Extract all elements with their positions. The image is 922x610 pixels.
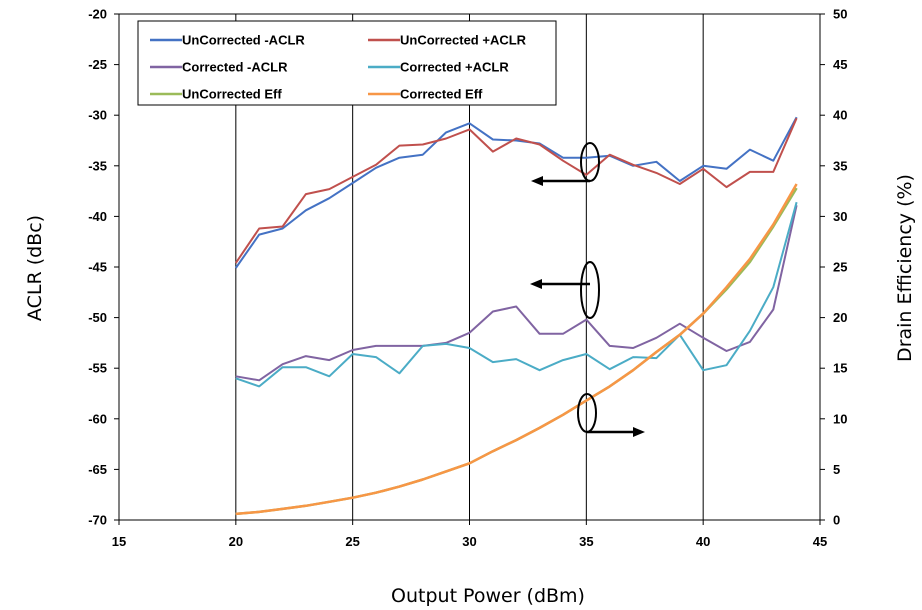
y2-tick-label: 50: [833, 7, 847, 22]
x-axis-title: Output Power (dBm): [391, 585, 585, 607]
x-tick-label: 20: [229, 534, 243, 549]
x-tick-label: 35: [579, 534, 593, 549]
y-axis-left-title: ACLR (dBc): [24, 215, 46, 321]
series-lines: [234, 116, 798, 516]
y2-tick-label: 45: [833, 57, 847, 72]
y-axis-right-title: Drain Efficiency (%): [894, 174, 916, 362]
x-tick-label: 45: [813, 534, 827, 549]
legend-label-corrected-eff: Corrected Eff: [400, 87, 483, 102]
y-tick-label: -40: [88, 209, 107, 224]
legend-label-uncorrected-eff: UnCorrected Eff: [182, 87, 282, 102]
y-axis-left-ticks: -20 -25 -30 -35 -40 -45 -50 -55 -60 -65 -70: [88, 7, 119, 528]
y2-tick-label: 5: [833, 462, 840, 477]
x-axis-ticks: 15 20 25 30 35 40 45: [112, 520, 827, 549]
y2-tick-label: 25: [833, 260, 847, 275]
y-tick-label: -45: [88, 260, 107, 275]
y2-tick-label: 30: [833, 209, 847, 224]
y2-tick-label: 15: [833, 361, 847, 376]
y-tick-label: -20: [88, 7, 107, 22]
annotation-arrowhead-left-upper: [531, 176, 543, 186]
legend-label-corrected-aclr: Corrected -ACLR: [182, 60, 288, 75]
legend-label-uncorrected-aclr: UnCorrected +ACLR: [400, 33, 527, 48]
y2-tick-label: 0: [833, 513, 840, 528]
series-line-uncorrected-aclr: [234, 116, 798, 269]
legend-box: [137, 20, 557, 106]
y-tick-label: -25: [88, 57, 107, 72]
annotation-arrowhead-left-lower: [530, 279, 542, 289]
y2-tick-label: 20: [833, 310, 847, 325]
x-tick-label: 40: [696, 534, 710, 549]
series-line-corrected-eff: [235, 183, 798, 516]
annotations: [530, 142, 645, 437]
legend: UnCorrected -ACLR UnCorrected +ACLR Correc…: [137, 20, 557, 106]
series-line-uncorrected-aclr: [234, 117, 798, 264]
y-tick-label: -35: [88, 158, 107, 173]
legend-items: UnCorrected -ACLR UnCorrected +ACLR Correc…: [150, 33, 527, 102]
series-line-corrected-aclr: [235, 205, 798, 382]
y-tick-label: -65: [88, 462, 107, 477]
y2-tick-label: 10: [833, 411, 847, 426]
annotation-arrowhead-right: [633, 427, 645, 437]
x-tick-label: 25: [345, 534, 359, 549]
y2-tick-label: 35: [833, 158, 847, 173]
annotation-ellipse-corrected: [580, 261, 600, 319]
x-tick-label: 30: [462, 534, 476, 549]
x-tick-label: 15: [112, 534, 126, 549]
y2-tick-label: 40: [833, 108, 847, 123]
y-tick-label: -55: [88, 361, 107, 376]
y-tick-label: -70: [88, 513, 107, 528]
y-tick-label: -60: [88, 411, 107, 426]
series-line-corrected-aclr: [235, 201, 798, 388]
legend-label-uncorrected-aclr: UnCorrected -ACLR: [182, 33, 305, 48]
legend-label-corrected-aclr: Corrected +ACLR: [400, 60, 509, 75]
y-tick-label: -50: [88, 310, 107, 325]
y-tick-label: -30: [88, 108, 107, 123]
